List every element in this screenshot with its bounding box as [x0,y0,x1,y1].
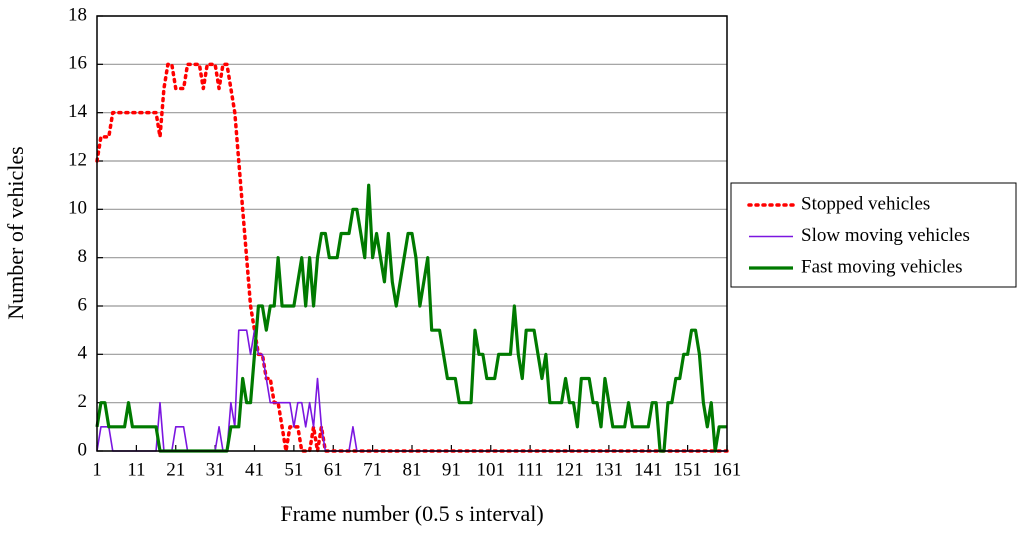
y-tick-label: 16 [68,53,87,74]
y-axis-title: Number of vehicles [3,146,28,320]
plot-frame [96,15,728,452]
x-tick-label: 21 [166,459,185,480]
x-tick-label: 61 [324,459,343,480]
y-tick-label: 10 [68,198,87,219]
legend-label: Fast moving vehicles [801,256,962,277]
x-tick-label: 161 [713,459,742,480]
y-tick-label: 12 [68,149,87,170]
y-tick-label: 2 [78,391,88,412]
x-tick-label: 51 [284,459,303,480]
x-axis-title: Frame number (0.5 s interval) [280,501,543,526]
y-tick-label: 4 [78,343,88,364]
y-tick-label: 8 [78,246,88,267]
x-tick-label: 31 [206,459,225,480]
legend-label: Stopped vehicles [801,193,930,214]
line-series [96,329,727,452]
line-series [95,183,727,453]
x-tick-label: 141 [634,459,663,480]
y-tick-label: 0 [78,439,88,460]
x-tick-label: 11 [127,459,145,480]
y-tick-label: 18 [68,4,87,25]
x-tick-label: 1 [92,459,102,480]
x-tick-label: 91 [442,459,461,480]
x-tick-label: 131 [595,459,624,480]
legend-box [730,182,1017,288]
y-tick-label: 14 [68,101,88,122]
x-tick-label: 101 [477,459,506,480]
x-tick-label: 41 [245,459,264,480]
x-tick-label: 81 [403,459,422,480]
x-tick-label: 151 [673,459,702,480]
x-tick-label: 71 [363,459,382,480]
x-tick-label: 121 [555,459,584,480]
x-tick-label: 111 [517,459,544,480]
legend-label: Slow moving vehicles [801,225,970,246]
y-tick-label: 6 [78,294,88,315]
